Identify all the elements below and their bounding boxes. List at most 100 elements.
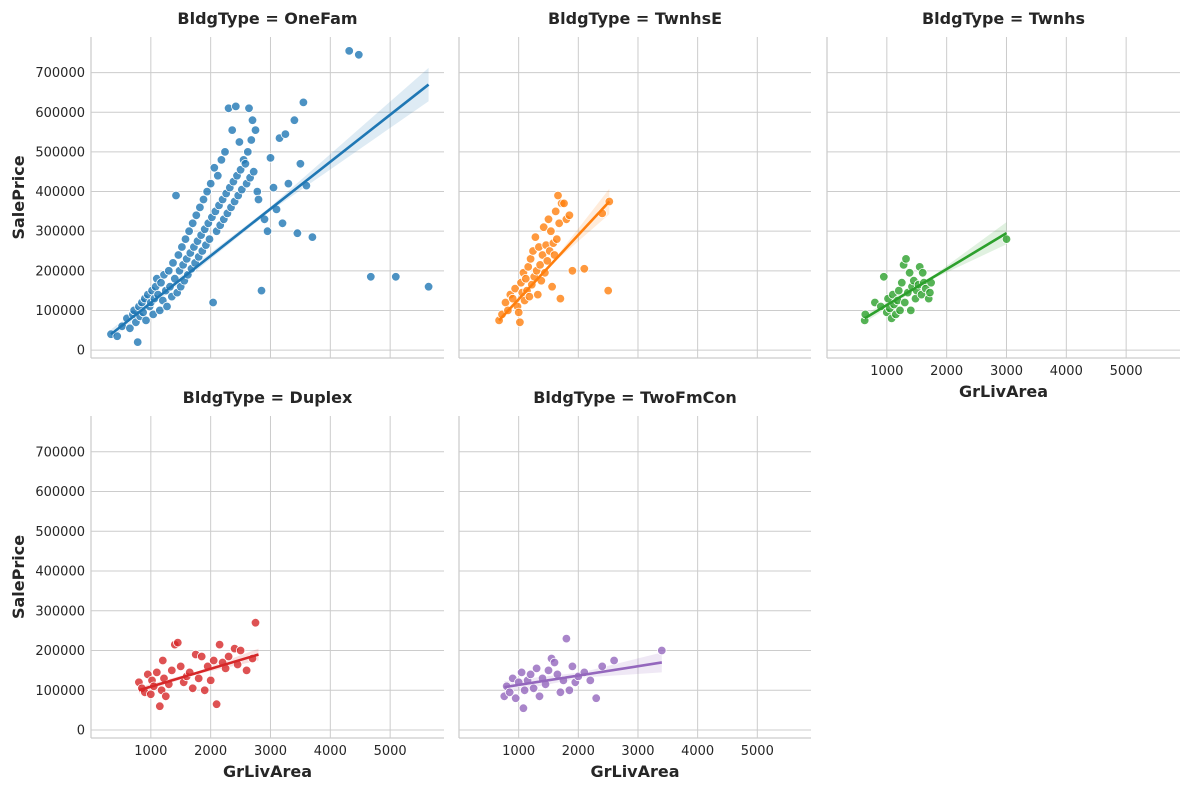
data-point — [187, 218, 198, 229]
data-point — [211, 699, 222, 709]
data-point — [925, 287, 935, 298]
x-axis-label: GrLivArea — [959, 382, 1048, 401]
panel-title: BldgType = TwnhsE — [548, 9, 722, 28]
data-point — [180, 234, 191, 244]
data-point — [220, 147, 230, 157]
data-point — [554, 218, 564, 229]
data-point — [184, 226, 194, 236]
data-point — [205, 178, 216, 189]
data-point — [244, 103, 254, 114]
data-point — [551, 206, 561, 217]
data-point — [918, 268, 928, 278]
x-tick-label: 2000 — [194, 744, 227, 759]
data-point — [510, 283, 520, 294]
data-point — [543, 665, 554, 676]
data-point — [906, 305, 916, 316]
data-point — [533, 289, 543, 300]
x-tick-label: 4000 — [681, 744, 714, 759]
data-point — [156, 278, 166, 288]
data-point — [295, 159, 306, 169]
x-tick-label: 1000 — [870, 364, 903, 379]
data-point — [280, 129, 291, 139]
y-tick-label: 500000 — [35, 145, 85, 160]
data-point — [298, 97, 309, 108]
data-point — [561, 633, 572, 644]
data-point — [223, 651, 234, 662]
y-tick-label: 100000 — [35, 304, 85, 319]
data-point — [609, 655, 619, 666]
x-tick-label: 4000 — [314, 744, 347, 759]
panel-title: BldgType = OneFam — [177, 9, 357, 28]
data-point — [152, 667, 162, 678]
data-point — [216, 155, 227, 165]
data-point — [209, 163, 220, 173]
data-point — [525, 669, 536, 680]
data-point — [161, 691, 171, 702]
data-point — [234, 137, 245, 147]
data-point — [515, 317, 525, 328]
y-tick-label: 200000 — [35, 644, 85, 659]
data-point — [585, 675, 596, 686]
data-point — [354, 50, 364, 60]
data-point — [193, 673, 204, 684]
y-tick-label: 0 — [77, 344, 85, 359]
data-point — [603, 285, 613, 296]
data-point — [173, 637, 183, 648]
regression-line — [498, 200, 611, 322]
data-point — [112, 331, 122, 341]
data-point — [514, 307, 524, 318]
data-point — [246, 135, 257, 145]
x-tick-label: 3000 — [621, 744, 654, 759]
data-point — [564, 685, 575, 696]
data-point — [231, 101, 241, 112]
data-point — [208, 297, 218, 308]
data-point — [292, 228, 303, 238]
y-tick-label: 500000 — [35, 525, 85, 540]
data-point — [213, 170, 223, 181]
data-point — [894, 285, 904, 296]
data-point — [162, 301, 172, 312]
data-point — [141, 315, 151, 326]
data-point — [553, 190, 563, 201]
data-point — [549, 657, 560, 668]
data-point — [250, 618, 261, 628]
y-tick-label: 700000 — [35, 445, 85, 460]
data-point — [256, 285, 267, 296]
data-point — [879, 272, 889, 282]
data-point — [523, 262, 533, 272]
y-axis-label: SalePrice — [9, 155, 28, 239]
data-point — [277, 218, 288, 229]
data-point — [240, 159, 251, 169]
regression-line — [110, 83, 430, 336]
data-point — [531, 663, 542, 674]
y-tick-label: 400000 — [35, 185, 85, 200]
regression-line — [138, 653, 259, 692]
data-point — [555, 687, 566, 698]
regression-line — [864, 232, 1008, 320]
data-point — [1001, 234, 1012, 244]
data-point — [366, 272, 376, 282]
data-point — [167, 665, 177, 676]
data-point — [516, 667, 527, 678]
y-tick-label: 100000 — [35, 684, 85, 699]
data-point — [552, 234, 562, 244]
data-point — [125, 323, 135, 334]
x-axis-label: GrLivArea — [223, 762, 312, 781]
data-point — [591, 693, 601, 703]
panel-title: BldgType = Duplex — [183, 388, 353, 407]
x-tick-label: 1000 — [134, 744, 167, 759]
data-point — [252, 186, 262, 197]
data-point — [546, 226, 556, 236]
y-tick-label: 400000 — [35, 565, 85, 580]
data-point — [564, 210, 575, 221]
y-tick-label: 700000 — [35, 66, 85, 81]
y-tick-label: 200000 — [35, 264, 85, 279]
data-point — [528, 683, 539, 694]
data-point — [168, 258, 178, 268]
data-point — [518, 703, 529, 713]
x-tick-label: 2000 — [562, 744, 595, 759]
data-point — [202, 186, 212, 197]
data-point — [579, 264, 590, 274]
data-point — [164, 266, 174, 276]
regression-line — [504, 661, 663, 689]
